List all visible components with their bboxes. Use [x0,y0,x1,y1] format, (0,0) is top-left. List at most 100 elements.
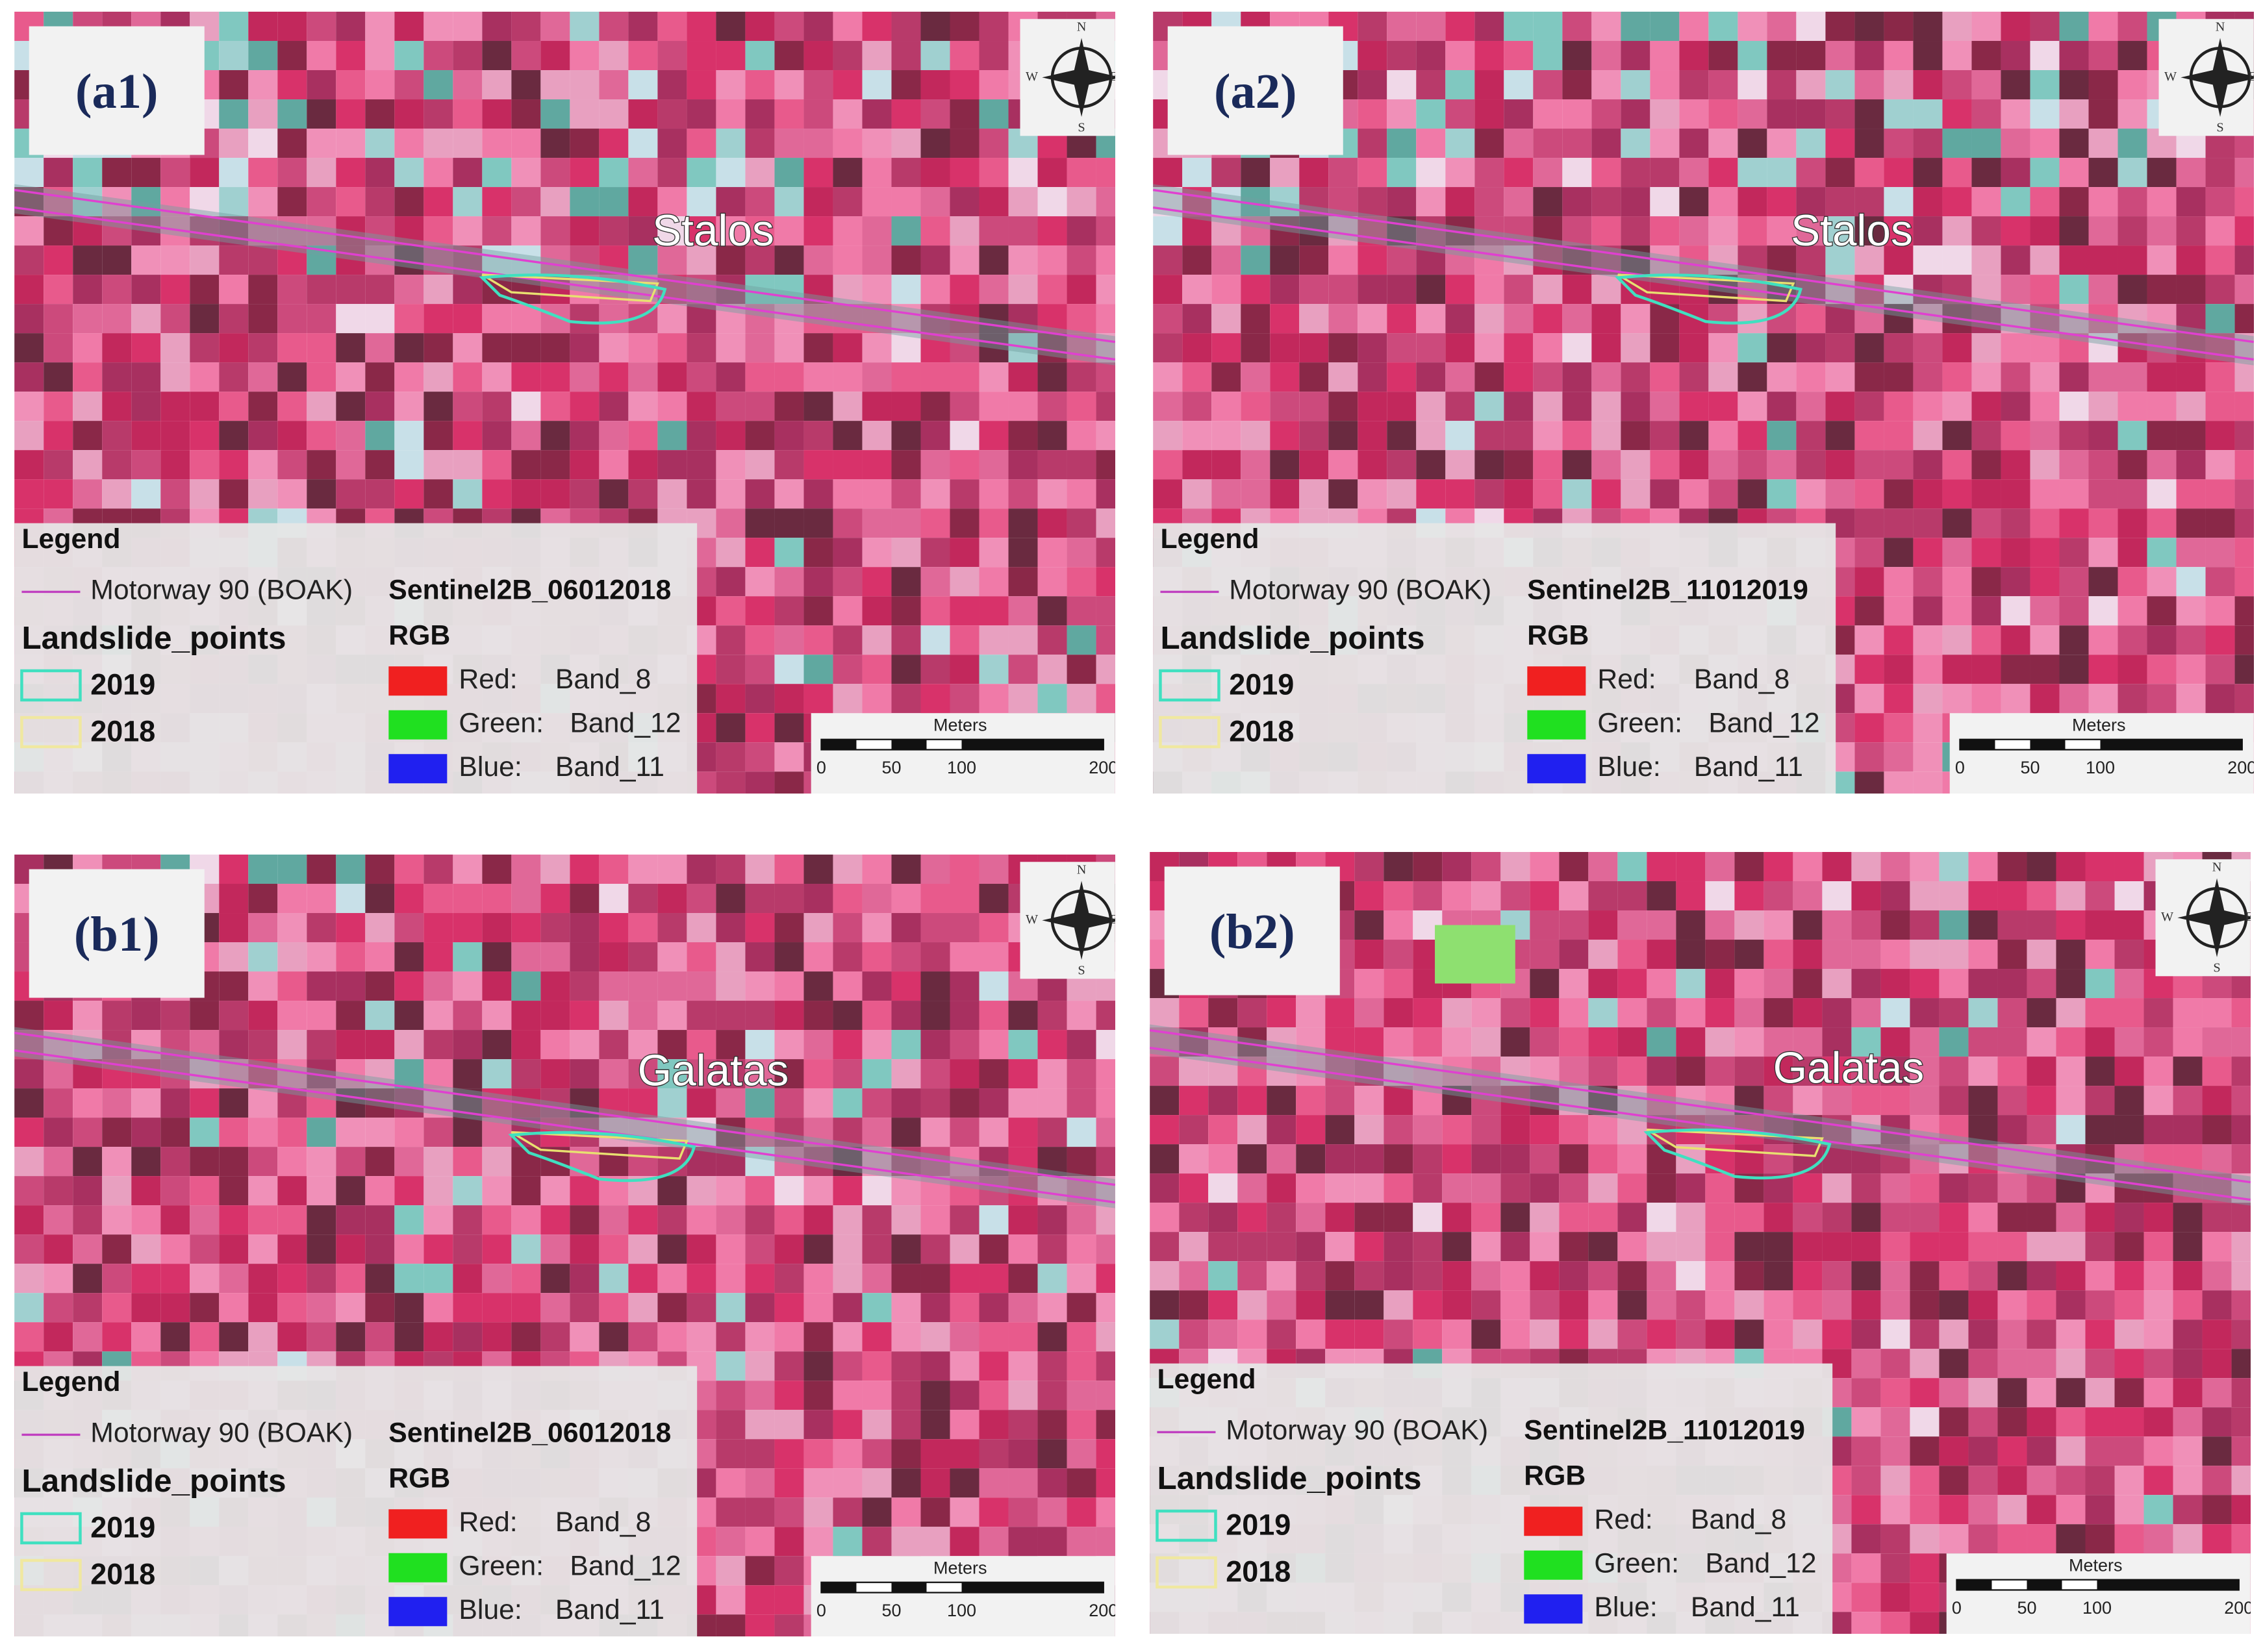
map-pixel [833,1030,863,1060]
map-pixel [599,1001,629,1031]
map-pixel [1942,129,1972,158]
map-pixel [1241,333,1271,363]
map-pixel [2176,421,2206,451]
map-pixel [277,855,307,884]
map-pixel [745,1381,775,1410]
map-pixel [219,1118,249,1147]
map-pixel [1562,41,1592,71]
legend-layer: Landslide_points [21,1463,286,1499]
map-pixel [1008,596,1038,626]
map-pixel [950,12,980,42]
map-pixel [2001,187,2030,217]
map-pixel [628,1030,658,1060]
map-pixel [511,1322,541,1352]
map-pixel [2173,1290,2203,1320]
map-pixel [1854,713,1884,743]
map-pixel [2114,1349,2144,1379]
map-pixel [248,1322,278,1352]
map-pixel [1591,421,1621,451]
map-pixel [1793,969,1823,999]
map-pixel [277,479,307,509]
map-pixel [307,129,336,158]
map-pixel [307,913,336,943]
map-pixel [2143,1349,2173,1379]
band-name: Band_8 [555,1507,651,1538]
map-pixel [570,1001,600,1031]
map-pixel [1096,1439,1115,1469]
map-pixel [131,1001,161,1031]
map-pixel [1591,187,1621,217]
map-pixel [1067,1118,1096,1147]
map-pixel [511,333,541,363]
map-pixel [2202,1378,2232,1408]
map-pixel [394,855,424,884]
map-pixel [424,450,453,480]
map-pixel [1037,158,1067,188]
map-pixel [1738,304,1767,334]
map-pixel [365,884,395,914]
map-pixel [2231,1378,2251,1408]
map-pixel [891,596,921,626]
map-pixel [1445,362,1475,392]
map-pixel [102,421,132,451]
map-pixel [2173,1261,2203,1291]
map-pixel [2118,625,2147,655]
map-pixel [1150,1232,1180,1262]
map-pixel [482,245,512,275]
map-pixel [2118,567,2147,597]
map-pixel [1939,1349,1969,1379]
map-pixel [833,1410,863,1440]
map-pixel [14,1322,44,1352]
map-pixel [599,333,629,363]
map-pixel [1504,70,1534,100]
map-pixel [2001,684,2030,714]
map-pixel [511,158,541,188]
map-pixel [2234,684,2254,714]
map-pixel [950,392,980,421]
map-pixel [570,913,600,943]
map-pixel [44,1147,73,1177]
map-pixel [1150,1115,1180,1145]
map-pixel [1880,940,1910,970]
legend-image: Sentinel2B_06012018 [388,1418,671,1449]
map-pixel [1880,1290,1910,1320]
map-pixel [1445,421,1475,451]
map-pixel [1968,1203,1998,1233]
landslide-2018 [1646,1128,1824,1157]
map-pixel [920,1176,950,1206]
map-pixel [1767,245,1797,275]
band-name: Band_12 [1708,708,1819,739]
map-pixel [1591,99,1621,129]
map-pixel [2205,216,2235,246]
map-pixel [1559,1057,1589,1086]
map-pixel [862,1497,892,1527]
map-pixel [1559,1203,1589,1233]
map-pixel [1880,1027,1910,1057]
map-pixel [774,884,804,914]
map-pixel [1851,1553,1881,1583]
map-pixel [365,158,395,188]
map-pixel [453,70,483,100]
map-pixel [1997,969,2027,999]
map-panel: Stalos(a1)NESWLegendMotorway 90 (BOAK)Se… [14,12,1115,794]
map-pixel [1358,275,1387,305]
map-pixel [862,884,892,914]
map-pixel [716,1381,746,1410]
map-pixel [833,333,863,363]
map-pixel [657,245,687,275]
map-pixel [920,362,950,392]
map-pixel [803,245,833,275]
map-pixel [891,392,921,421]
legend-rgb: RGB [1527,620,1589,651]
map-pixel [1679,392,1709,421]
map-pixel [1530,1173,1560,1203]
map-pixel [102,1205,132,1235]
map-pixel [1705,940,1735,970]
map-pixel [1679,41,1709,71]
map-pixel [1880,1115,1910,1145]
map-pixel [920,1351,950,1381]
map-pixel [511,913,541,943]
map-pixel [1562,129,1592,158]
map-pixel [891,1497,921,1527]
